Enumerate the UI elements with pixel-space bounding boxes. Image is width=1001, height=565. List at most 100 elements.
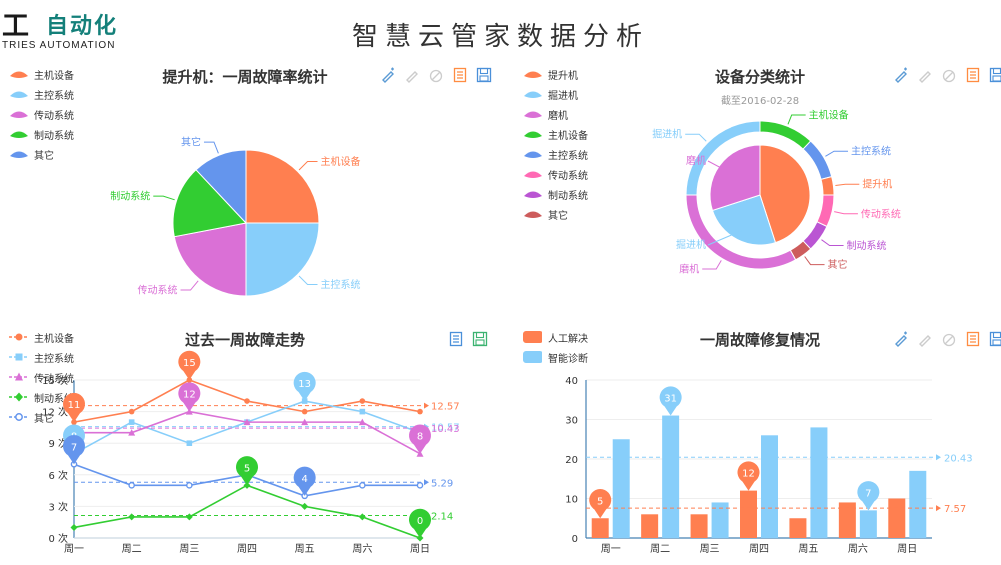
legend-label: 主控系统 — [34, 353, 74, 365]
legend-item[interactable]: 掘进机 — [522, 84, 588, 104]
pie-label: 主控系统 — [851, 145, 891, 158]
legend-item[interactable]: 制动系统 — [8, 387, 74, 407]
legend-item[interactable]: 传动系统 — [522, 164, 588, 184]
legend-item[interactable]: 主机设备 — [522, 124, 588, 144]
mark-clear-icon[interactable] — [428, 67, 444, 83]
pie-label: 磨机 — [679, 263, 699, 276]
data-marker-label: 4 — [301, 474, 307, 485]
legend-item[interactable]: 智能诊断 — [522, 347, 588, 367]
legend-marker-icon — [524, 131, 542, 138]
legend-marker-icon — [523, 331, 542, 343]
pie-slice — [173, 222, 247, 297]
panel4-title: 一周故障修复情况 — [699, 331, 820, 349]
mark-icon[interactable] — [893, 331, 909, 347]
mark-clear-icon[interactable] — [941, 67, 957, 83]
data-marker-label: 5 — [597, 496, 603, 507]
legend-marker-icon — [10, 91, 28, 98]
pie-label-line — [203, 141, 219, 154]
data-marker-label: 12 — [742, 469, 755, 480]
data-marker-pin: 4 — [293, 466, 316, 496]
legend-item[interactable]: 主控系统 — [8, 84, 74, 104]
mark-undo-icon[interactable] — [404, 67, 420, 83]
legend-item[interactable]: 磨机 — [522, 104, 588, 124]
data-point — [70, 523, 78, 531]
data-point — [244, 398, 250, 404]
legend-item[interactable]: 其它 — [8, 144, 74, 164]
pie-label: 提升机 — [862, 178, 892, 191]
pie-slice — [816, 194, 835, 228]
legend-item[interactable]: 主机设备 — [8, 327, 74, 347]
legend-item[interactable]: 其它 — [8, 407, 74, 427]
pie-slice — [245, 149, 320, 224]
x-tick-label: 周一 — [64, 543, 84, 555]
bar — [789, 518, 807, 538]
legend-label: 提升机 — [548, 70, 578, 82]
data-point — [128, 429, 136, 436]
data-view-icon[interactable] — [448, 331, 464, 347]
pie-label: 制动系统 — [110, 190, 150, 203]
legend-item[interactable]: 人工解决 — [522, 327, 588, 347]
bar — [909, 470, 927, 538]
legend-item[interactable]: 制动系统 — [8, 124, 74, 144]
mark-icon[interactable] — [380, 67, 396, 83]
legend-item[interactable]: 提升机 — [522, 64, 588, 84]
data-view-icon[interactable] — [965, 331, 981, 347]
pie-slice — [709, 144, 761, 212]
pie-label-line — [298, 160, 318, 171]
data-marker-pin: 8 — [409, 424, 431, 454]
series-line — [73, 400, 421, 455]
x-tick-label: 周四 — [749, 543, 769, 555]
pie-label-line — [298, 275, 318, 286]
legend-item[interactable]: 传动系统 — [8, 367, 74, 387]
x-tick-label: 周三 — [179, 543, 199, 555]
pie-label-line — [834, 211, 858, 215]
legend-item[interactable]: 制动系统 — [522, 184, 588, 204]
pie-label: 磨机 — [686, 154, 706, 167]
mark-undo-icon[interactable] — [917, 331, 933, 347]
legend-item[interactable]: 其它 — [522, 204, 588, 224]
panel1-title: 提升机：一周故障率统计 — [162, 68, 328, 86]
average-arrow — [936, 454, 941, 461]
average-arrow — [424, 479, 429, 486]
save-image-icon[interactable] — [476, 67, 492, 83]
legend-marker-icon — [524, 151, 542, 158]
mark-undo-icon[interactable] — [917, 67, 933, 83]
save-image-icon[interactable] — [472, 331, 488, 347]
data-marker-pin: 5 — [235, 456, 258, 486]
legend-marker-icon — [523, 351, 542, 363]
bar — [591, 518, 609, 538]
legend-marker-icon — [9, 392, 28, 402]
y-tick-label: 0 次 — [48, 532, 68, 545]
data-marker-label: 8 — [417, 432, 423, 443]
panel3-legend: 主机设备主控系统传动系统 制动系统 其它 — [8, 327, 74, 427]
save-image-icon[interactable] — [989, 331, 1001, 347]
data-view-icon[interactable] — [452, 67, 468, 83]
x-tick-label: 周六 — [848, 543, 868, 555]
panel1-toolbar — [380, 67, 492, 83]
panel4-bar-chart: 0 10 20 30 40 周一 周二 周三 周四 周五 周六 周日 7.57 12 5 20.43 31 7 — [565, 376, 972, 555]
data-view-icon[interactable] — [965, 67, 981, 83]
bar — [761, 435, 778, 538]
panel1-legend: 主机设备 主控系统 传动系统 制动系统 其它 — [8, 64, 74, 164]
data-point — [243, 418, 251, 426]
legend-item[interactable]: 主控系统 — [522, 144, 588, 164]
legend-item[interactable]: 主控系统 — [8, 347, 74, 367]
panel2-legend: 提升机掘进机 磨机 主机设备 主控系统 传动系统 制动系统 其它 — [522, 64, 588, 224]
legend-marker-icon — [10, 151, 28, 158]
pie-label-line — [707, 230, 743, 246]
data-marker-pin: 31 — [659, 386, 682, 416]
pie-slice — [172, 169, 247, 238]
data-point — [359, 482, 366, 489]
mark-icon[interactable] — [893, 67, 909, 83]
legend-item[interactable]: 传动系统 — [8, 104, 74, 124]
data-point — [128, 408, 135, 415]
save-image-icon[interactable] — [989, 67, 1001, 83]
y-tick-label: 15 次 — [42, 374, 68, 387]
y-tick-label: 6 次 — [48, 469, 68, 482]
legend-item[interactable]: 主机设备 — [8, 64, 74, 84]
pie-label-line — [825, 150, 849, 157]
data-marker-pin: 0 — [409, 508, 431, 538]
average-label: 5.29 — [431, 478, 453, 489]
mark-clear-icon[interactable] — [941, 331, 957, 347]
